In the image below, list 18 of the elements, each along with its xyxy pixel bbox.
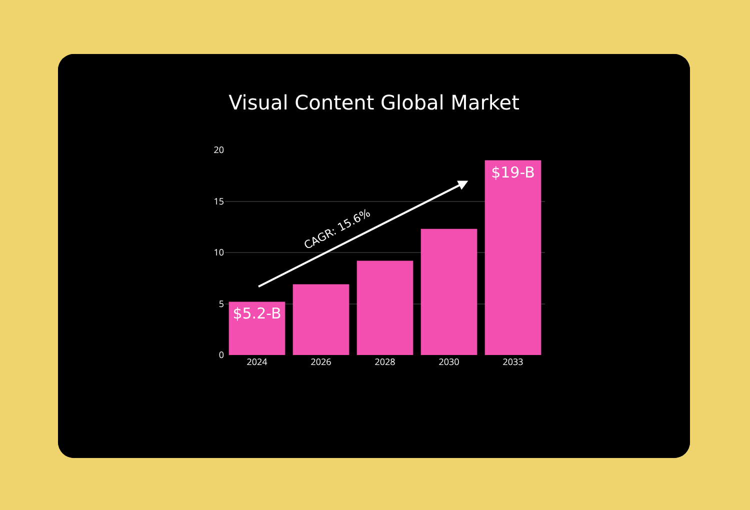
bar (228, 302, 286, 355)
y-tick-label: 0 (218, 348, 224, 362)
bar (292, 284, 350, 355)
y-tick-label: 15 (214, 194, 224, 208)
x-tick-label: 2026 (310, 355, 332, 368)
bar (484, 160, 542, 355)
data-label: $5.2-B (232, 304, 282, 323)
chart-title: Visual Content Global Market (228, 90, 520, 114)
data-label: $19-B (491, 163, 535, 182)
x-tick-label: 2028 (374, 355, 396, 368)
y-tick-label: 10 (214, 246, 224, 259)
x-tick-label: 2033 (502, 355, 524, 368)
y-tick-label: 20 (214, 143, 224, 156)
y-tick-label: 5 (218, 296, 224, 310)
bar (420, 228, 478, 355)
x-tick-label: 2030 (438, 355, 460, 368)
x-tick-label: 2024 (246, 355, 268, 368)
bar (356, 260, 414, 355)
